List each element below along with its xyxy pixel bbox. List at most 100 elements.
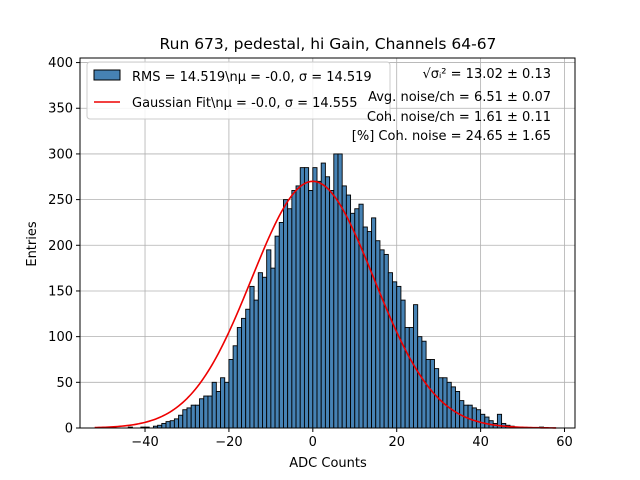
y-tick-label: 400 xyxy=(48,56,73,71)
histogram-bar xyxy=(228,359,234,429)
histogram-bar xyxy=(471,407,477,429)
histogram-bar xyxy=(480,413,486,429)
histogram-bar xyxy=(379,249,385,429)
histogram-bar xyxy=(165,421,171,429)
histogram-bar xyxy=(190,404,196,429)
histogram-bar xyxy=(421,340,427,429)
histogram-bar xyxy=(224,381,230,429)
histogram-bar xyxy=(211,381,217,429)
noise-annotations: √σᵢ² = 13.02 ± 0.13 Avg. noise/ch = 6.51… xyxy=(352,67,551,144)
histogram-bar xyxy=(215,391,221,429)
axis-ticks: −40 −20 0 20 40 60 0 50 100 150 200 250 300 350 400 xyxy=(48,56,573,450)
histogram-bar xyxy=(308,190,314,429)
histogram-bar xyxy=(241,317,247,429)
histogram-bar xyxy=(291,190,297,429)
histogram-bar xyxy=(404,327,410,429)
histogram-bar xyxy=(295,185,301,429)
annotation-sigma-sum: √σᵢ² = 13.02 ± 0.13 xyxy=(422,67,551,82)
histogram-bar xyxy=(320,162,326,429)
histogram-bar xyxy=(371,217,377,429)
histogram-bar xyxy=(345,194,352,429)
histogram-bar xyxy=(484,416,490,429)
histogram-bar xyxy=(400,299,406,429)
histogram-bar xyxy=(475,409,482,429)
histogram-bar xyxy=(270,267,276,429)
x-tick-label: 40 xyxy=(472,435,489,450)
histogram-bar xyxy=(337,153,343,429)
gaussian-fit-curve xyxy=(94,180,557,429)
histogram-bar xyxy=(287,208,293,429)
y-tick-label: 150 xyxy=(48,284,73,299)
x-tick-label: 0 xyxy=(309,435,317,450)
histogram-bar xyxy=(375,240,381,429)
histogram-bar xyxy=(454,391,461,429)
histogram-bar xyxy=(173,418,180,429)
legend-box xyxy=(86,61,391,120)
histogram-bar xyxy=(425,359,431,429)
histogram-bar xyxy=(341,185,347,429)
legend-label-rms: RMS = 14.519\nμ = -0.0, σ = 14.519 xyxy=(132,70,372,85)
y-tick-label: 50 xyxy=(56,376,73,391)
x-tick-label: 20 xyxy=(388,435,405,450)
histogram-bar xyxy=(329,190,335,429)
y-tick-label: 250 xyxy=(48,193,73,208)
x-axis-title: ADC Counts xyxy=(289,456,367,471)
y-tick-label: 100 xyxy=(48,330,73,345)
histogram-bar xyxy=(220,377,226,429)
histogram-bar xyxy=(312,167,318,429)
histogram-bar xyxy=(396,285,402,429)
legend: RMS = 14.519\nμ = -0.0, σ = 14.519 Gauss… xyxy=(86,61,391,120)
histogram-bar xyxy=(392,281,398,429)
histogram-bar xyxy=(446,381,452,429)
histogram-bar xyxy=(467,404,473,429)
histogram-bar xyxy=(383,253,389,429)
histogram-bar xyxy=(245,308,251,429)
chart-title: Run 673, pedestal, hi Gain, Channels 64-… xyxy=(160,35,497,53)
x-tick-label: 60 xyxy=(556,435,573,450)
histogram-bar xyxy=(417,336,423,429)
histogram-bar xyxy=(232,345,238,429)
y-axis-title: Entries xyxy=(25,221,40,267)
legend-swatch-rms xyxy=(93,69,121,81)
plot-frame xyxy=(79,57,576,429)
histogram-bar xyxy=(207,395,213,429)
histogram-bar xyxy=(262,276,268,429)
histogram-bar xyxy=(366,231,372,429)
x-tick-label: −20 xyxy=(215,435,242,450)
histogram-bar xyxy=(274,235,280,429)
legend-label-gaussian-fit: Gaussian Fit\nμ = -0.0, σ = 14.555 xyxy=(132,96,358,111)
annotation-coh-noise: Coh. noise/ch = 1.61 ± 0.11 xyxy=(367,110,551,125)
histogram-bar xyxy=(249,285,255,429)
histogram-bar xyxy=(169,420,175,429)
histogram-bar xyxy=(450,386,456,429)
histogram-bar xyxy=(358,203,364,429)
histogram-bar xyxy=(283,199,289,429)
histogram-bar xyxy=(316,180,322,429)
y-tick-label: 300 xyxy=(48,147,73,162)
histogram-bar xyxy=(387,272,393,429)
histogram-bar xyxy=(324,176,331,429)
histogram-bar xyxy=(161,422,167,429)
y-tick-label: 0 xyxy=(65,422,73,437)
histogram-bar xyxy=(299,167,305,429)
histogram-bar xyxy=(278,221,284,429)
histogram-bar xyxy=(199,398,205,429)
histogram-bar xyxy=(408,327,414,429)
annotation-coh-noise-percent: [%] Coh. noise = 24.65 ± 1.65 xyxy=(352,129,551,144)
histogram-bar xyxy=(186,407,192,429)
y-tick-label: 200 xyxy=(48,239,73,254)
histogram-bar xyxy=(194,404,201,429)
histogram-bar xyxy=(236,327,242,429)
histogram-bar xyxy=(178,414,184,429)
histogram-bar xyxy=(257,272,263,429)
histogram-bar xyxy=(266,249,272,429)
histogram-bar xyxy=(350,212,356,429)
histogram-bar xyxy=(203,395,209,429)
histogram-bar xyxy=(253,299,259,429)
x-tick-label: −40 xyxy=(131,435,158,450)
histogram-bar xyxy=(182,409,188,429)
annotation-avg-noise: Avg. noise/ch = 6.51 ± 0.07 xyxy=(368,90,551,105)
histogram-bar xyxy=(303,167,310,429)
y-tick-label: 350 xyxy=(48,102,73,117)
